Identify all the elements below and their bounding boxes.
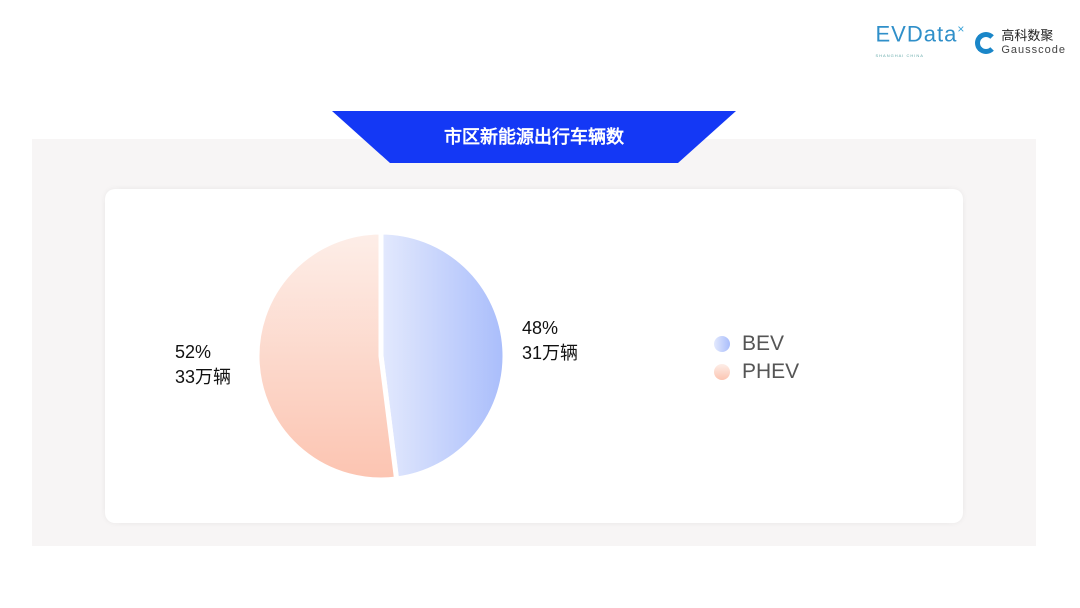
gausscode-logo: 高科数聚 Gausscode	[975, 28, 1066, 57]
pie-slice-phev	[254, 229, 400, 483]
legend-label: BEV	[742, 332, 785, 355]
chart-card: 48% 31万辆 52% 33万辆	[105, 189, 963, 523]
legend: BEV PHEV	[714, 330, 799, 386]
logos: EVData× SHANGHAI CHINA 高科数聚 Gausscode	[876, 18, 1067, 67]
phev-data-label: 52% 33万辆	[175, 340, 231, 390]
phev-percent: 52%	[175, 342, 212, 362]
phev-value: 33万辆	[175, 367, 232, 387]
evdata-logo: EVData× SHANGHAI CHINA	[875, 21, 966, 59]
bev-percent: 48%	[522, 318, 559, 338]
legend-item-phev: PHEV	[714, 358, 799, 386]
pie-chart	[254, 229, 508, 483]
legend-item-bev: BEV	[714, 330, 799, 358]
title-banner: 市区新能源出行车辆数	[332, 111, 736, 163]
legend-label: PHEV	[742, 360, 800, 383]
phev-swatch	[714, 364, 730, 380]
bev-value: 31万辆	[522, 343, 579, 363]
page-title: 市区新能源出行车辆数	[444, 127, 624, 147]
pie-slice-bev	[378, 229, 508, 482]
bev-data-label: 48% 31万辆	[522, 316, 578, 366]
bev-swatch	[714, 336, 730, 352]
gausscode-icon	[975, 31, 998, 54]
